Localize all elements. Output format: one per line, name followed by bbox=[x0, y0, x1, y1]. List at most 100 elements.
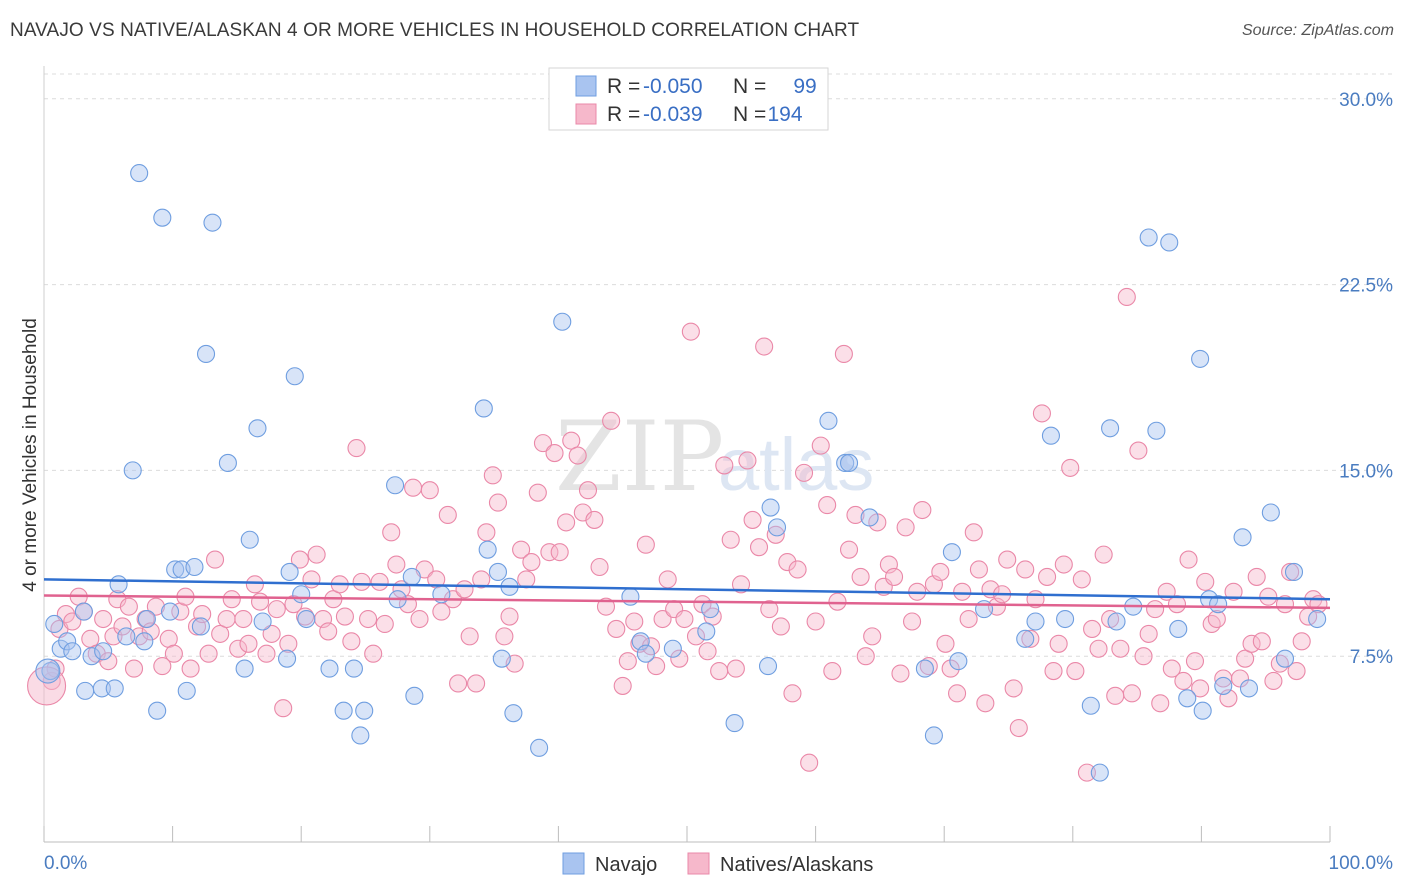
navajo-point bbox=[621, 587, 640, 606]
bottom-legend-label-navajo: Navajo bbox=[595, 854, 657, 876]
natives-point bbox=[410, 609, 429, 629]
natives-point bbox=[352, 572, 371, 591]
natives-point bbox=[1281, 562, 1300, 582]
natives-point bbox=[794, 463, 814, 482]
natives-point bbox=[1077, 763, 1096, 782]
natives-point bbox=[778, 553, 797, 572]
y-tick-label: 30.0% bbox=[1339, 90, 1393, 111]
natives-point bbox=[1174, 671, 1193, 691]
natives-point bbox=[585, 510, 604, 529]
legend-n-value-natives: 194 bbox=[767, 103, 802, 126]
navajo-point bbox=[1147, 421, 1166, 440]
navajo-point bbox=[203, 213, 222, 232]
navajo-point bbox=[278, 649, 297, 668]
natives-point bbox=[1106, 686, 1125, 705]
navajo-point bbox=[1016, 629, 1035, 648]
navajo-point bbox=[160, 602, 180, 621]
natives-point bbox=[217, 609, 236, 629]
navajo-point bbox=[105, 679, 124, 698]
watermark-zip: ZIP bbox=[555, 401, 724, 513]
navajo-point bbox=[1107, 612, 1126, 631]
navajo-point bbox=[41, 662, 60, 681]
natives-point bbox=[56, 605, 75, 624]
natives-point bbox=[568, 446, 587, 465]
natives-point bbox=[382, 523, 401, 542]
navajo-point bbox=[474, 399, 493, 418]
natives-point bbox=[811, 436, 830, 455]
navajo-point bbox=[355, 701, 374, 720]
natives-point bbox=[823, 662, 842, 681]
natives-point bbox=[1089, 639, 1108, 658]
natives-point bbox=[749, 538, 769, 557]
navajo-point bbox=[51, 639, 70, 658]
natives-point bbox=[1270, 654, 1289, 673]
navajo-point bbox=[1214, 676, 1233, 695]
natives-point bbox=[1032, 404, 1051, 423]
navajo-point bbox=[1261, 503, 1280, 522]
natives-point bbox=[783, 684, 802, 703]
navajo-point bbox=[58, 632, 77, 651]
navajo-point bbox=[218, 453, 237, 473]
natives-point bbox=[618, 652, 637, 671]
navajo-point bbox=[1056, 609, 1075, 629]
natives-trend-line bbox=[43, 594, 1331, 610]
natives-point bbox=[726, 659, 745, 678]
legend-top: R = -0.050 N = 99 R = -0.039 N = 194 bbox=[548, 67, 829, 131]
natives-point bbox=[302, 570, 321, 589]
natives-point bbox=[948, 684, 967, 703]
axes bbox=[43, 66, 1331, 843]
natives-point bbox=[1139, 624, 1158, 643]
natives-point bbox=[721, 530, 740, 549]
natives-point bbox=[347, 439, 366, 458]
grid-lines bbox=[44, 73, 1393, 657]
natives-point bbox=[1134, 647, 1153, 666]
natives-point bbox=[941, 659, 960, 678]
navajo-point bbox=[196, 344, 216, 363]
natives-point bbox=[613, 676, 632, 695]
natives-point bbox=[1061, 458, 1080, 477]
natives-point bbox=[1247, 567, 1266, 586]
natives-point bbox=[528, 483, 547, 502]
navajo-point bbox=[860, 508, 879, 527]
natives-point bbox=[931, 562, 950, 582]
navajo-point bbox=[767, 518, 787, 537]
natives-point bbox=[1083, 619, 1102, 638]
natives-point bbox=[1044, 662, 1063, 681]
navajo-point bbox=[488, 562, 508, 582]
natives-point bbox=[483, 466, 502, 485]
navajo-point bbox=[924, 726, 943, 745]
navajo-point bbox=[1081, 696, 1100, 715]
natives-point bbox=[364, 644, 383, 663]
natives-point bbox=[976, 694, 995, 713]
natives-point bbox=[375, 614, 394, 634]
natives-point bbox=[153, 657, 172, 676]
navajo-point bbox=[76, 681, 95, 700]
y-tick-label: 15.0% bbox=[1339, 461, 1393, 482]
natives-point bbox=[545, 443, 564, 463]
navajo-point bbox=[636, 644, 655, 663]
natives-point bbox=[710, 662, 729, 681]
legend-swatch-natives bbox=[575, 103, 597, 125]
natives-point bbox=[477, 523, 496, 542]
natives-point bbox=[307, 545, 326, 564]
natives-point bbox=[681, 322, 700, 341]
natives-point bbox=[647, 657, 666, 676]
natives-point bbox=[239, 634, 258, 653]
navajo-point bbox=[153, 208, 172, 227]
navajo-point bbox=[63, 642, 82, 661]
natives-point bbox=[199, 644, 218, 663]
natives-point bbox=[234, 609, 253, 629]
navajo-point bbox=[701, 600, 720, 619]
natives-point bbox=[342, 632, 361, 651]
navajo-point bbox=[1090, 763, 1109, 782]
navajo-point bbox=[1284, 562, 1304, 582]
natives-point bbox=[1054, 555, 1073, 574]
navajo-point bbox=[74, 602, 93, 621]
natives-point bbox=[1009, 718, 1028, 738]
natives-point bbox=[267, 600, 286, 619]
natives-point bbox=[607, 619, 626, 638]
natives-point bbox=[998, 550, 1017, 569]
navajo-point bbox=[1233, 528, 1252, 547]
natives-point bbox=[1129, 441, 1148, 460]
natives-point bbox=[1252, 632, 1271, 651]
